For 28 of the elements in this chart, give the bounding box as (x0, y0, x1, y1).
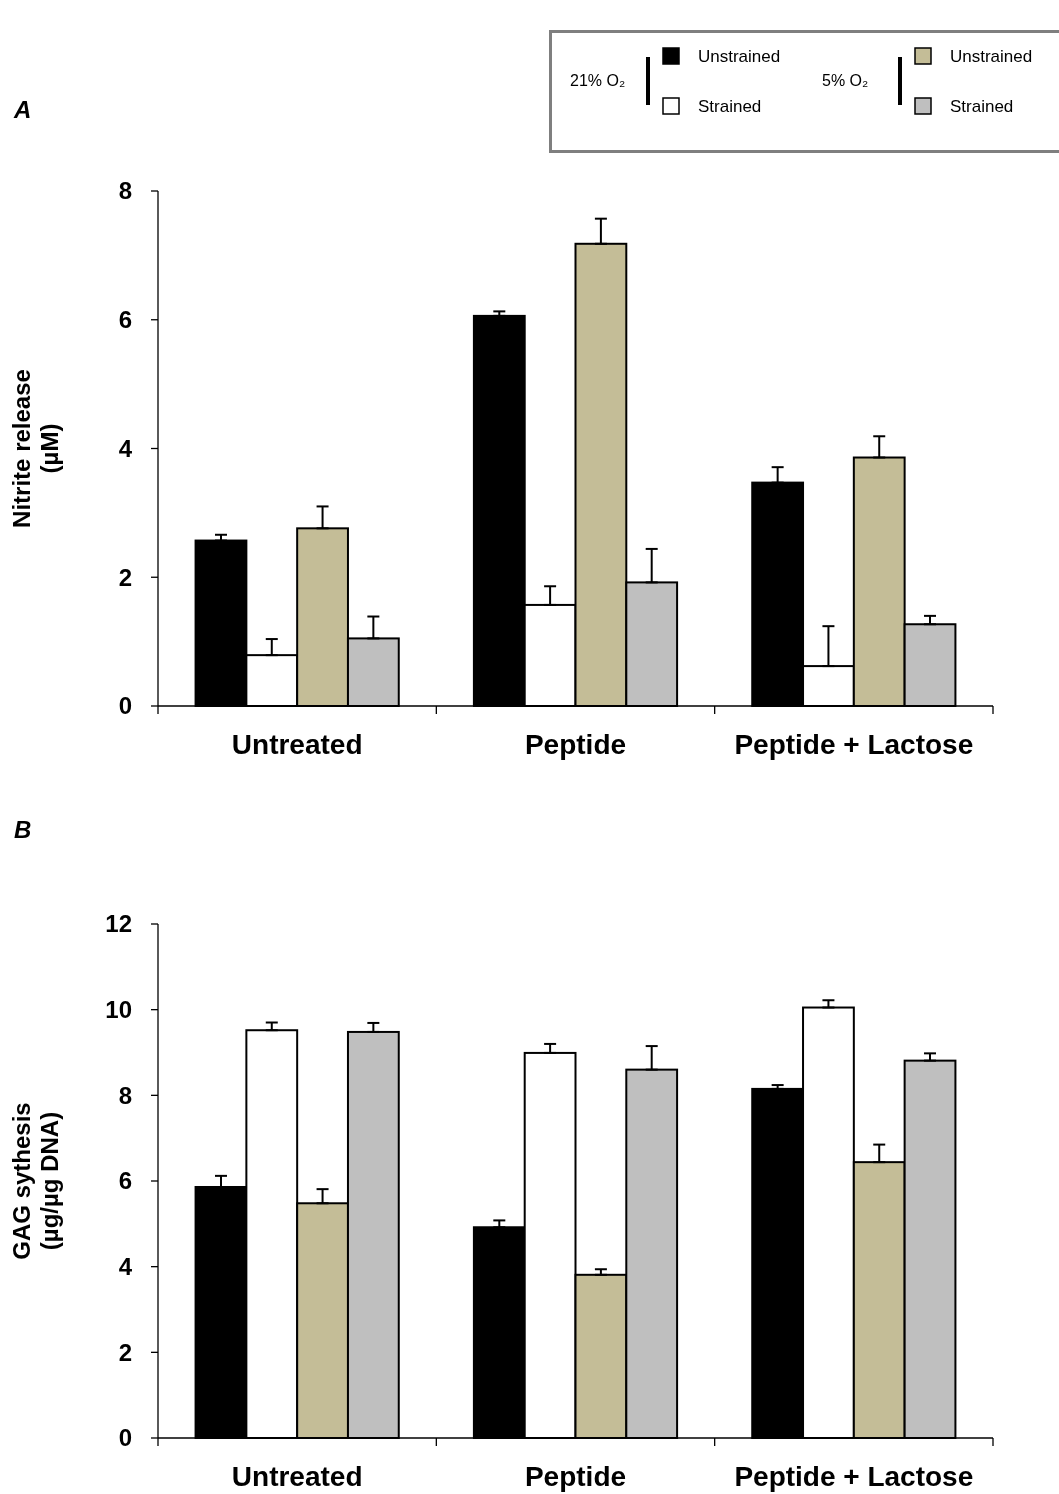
y-tick-label: 0 (118, 1424, 132, 1452)
legend-label: Strained (950, 97, 1014, 116)
y-tick-label: 0 (118, 692, 132, 720)
y-tick-label: 6 (118, 306, 132, 334)
legend-label: Unstrained (950, 47, 1033, 66)
x-tick-label: Peptide + Lactose (734, 1461, 974, 1492)
chart-title: B (14, 816, 32, 843)
x-tick-label: Peptide + Lactose (734, 729, 974, 760)
x-tick-label: Peptide (524, 729, 627, 760)
text: 21% O₂ (570, 72, 626, 89)
x-tick-label: Untreated (231, 729, 363, 760)
y-tick-label: 6 (118, 1167, 132, 1195)
y-tick-label: 12 (105, 910, 132, 938)
text: 5% O₂ (822, 72, 869, 89)
x-tick-label: Peptide (524, 1461, 627, 1492)
y-tick-label: 4 (118, 434, 133, 462)
y-tick-label: 2 (118, 563, 132, 591)
y-tick-label: 4 (118, 1253, 133, 1281)
chart-title: A (13, 96, 32, 123)
x-tick-label: Untreated (231, 1461, 363, 1492)
y-axis-title: Nitrite release (µM) (8, 369, 63, 528)
legend-label: Strained (698, 97, 762, 116)
y-axis-title: GAG sythesis (µg/µg DNA) (8, 1102, 63, 1260)
y-tick-label: 8 (118, 177, 132, 205)
y-tick-label: 10 (105, 996, 132, 1024)
y-tick-label: 8 (118, 1081, 132, 1109)
y-tick-label: 2 (118, 1338, 132, 1366)
legend-label: Unstrained (698, 47, 781, 66)
